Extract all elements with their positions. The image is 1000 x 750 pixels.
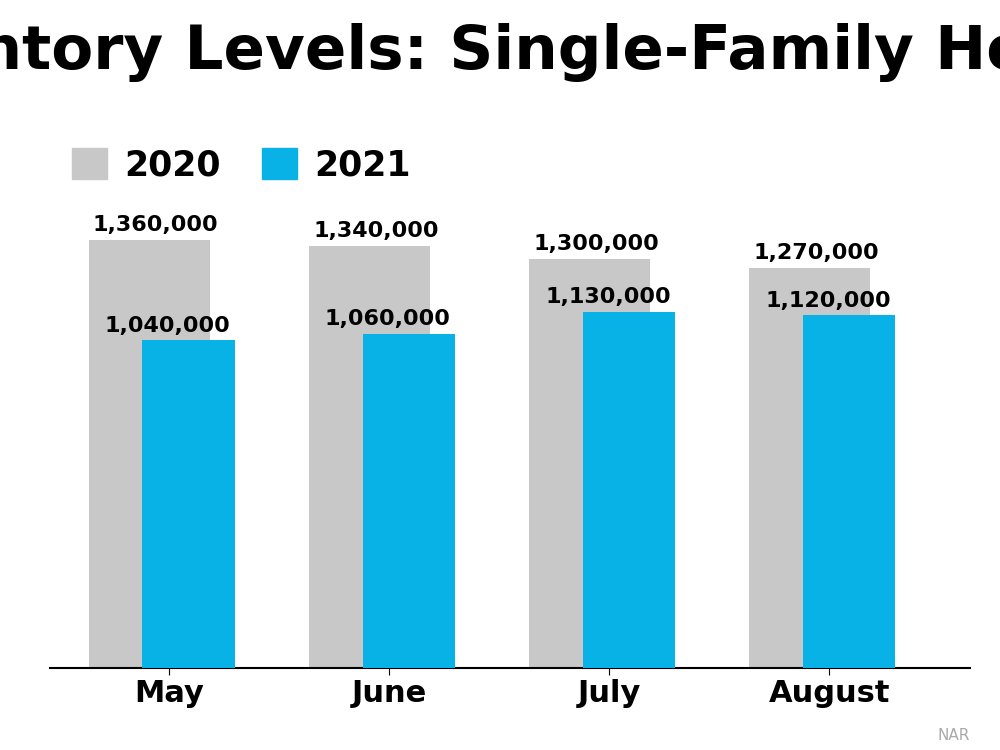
Text: 1,270,000: 1,270,000 xyxy=(753,243,879,263)
Text: 1,360,000: 1,360,000 xyxy=(93,215,219,235)
Bar xyxy=(309,246,430,668)
Legend: 2020, 2021: 2020, 2021 xyxy=(58,134,425,196)
Bar xyxy=(529,259,650,668)
Text: 1,340,000: 1,340,000 xyxy=(313,221,439,242)
Bar xyxy=(749,268,870,668)
Bar xyxy=(803,315,895,668)
Text: 1,060,000: 1,060,000 xyxy=(325,310,451,329)
Text: 1,130,000: 1,130,000 xyxy=(545,287,671,308)
Text: NAR: NAR xyxy=(938,728,970,742)
Text: 1,040,000: 1,040,000 xyxy=(105,316,230,336)
Text: Inventory Levels: Single-Family Homes: Inventory Levels: Single-Family Homes xyxy=(0,22,1000,82)
Bar xyxy=(583,312,675,668)
Bar xyxy=(89,240,210,668)
Text: 1,300,000: 1,300,000 xyxy=(533,234,659,254)
Bar xyxy=(363,334,455,668)
Text: 1,120,000: 1,120,000 xyxy=(765,290,891,310)
Bar xyxy=(142,340,235,668)
